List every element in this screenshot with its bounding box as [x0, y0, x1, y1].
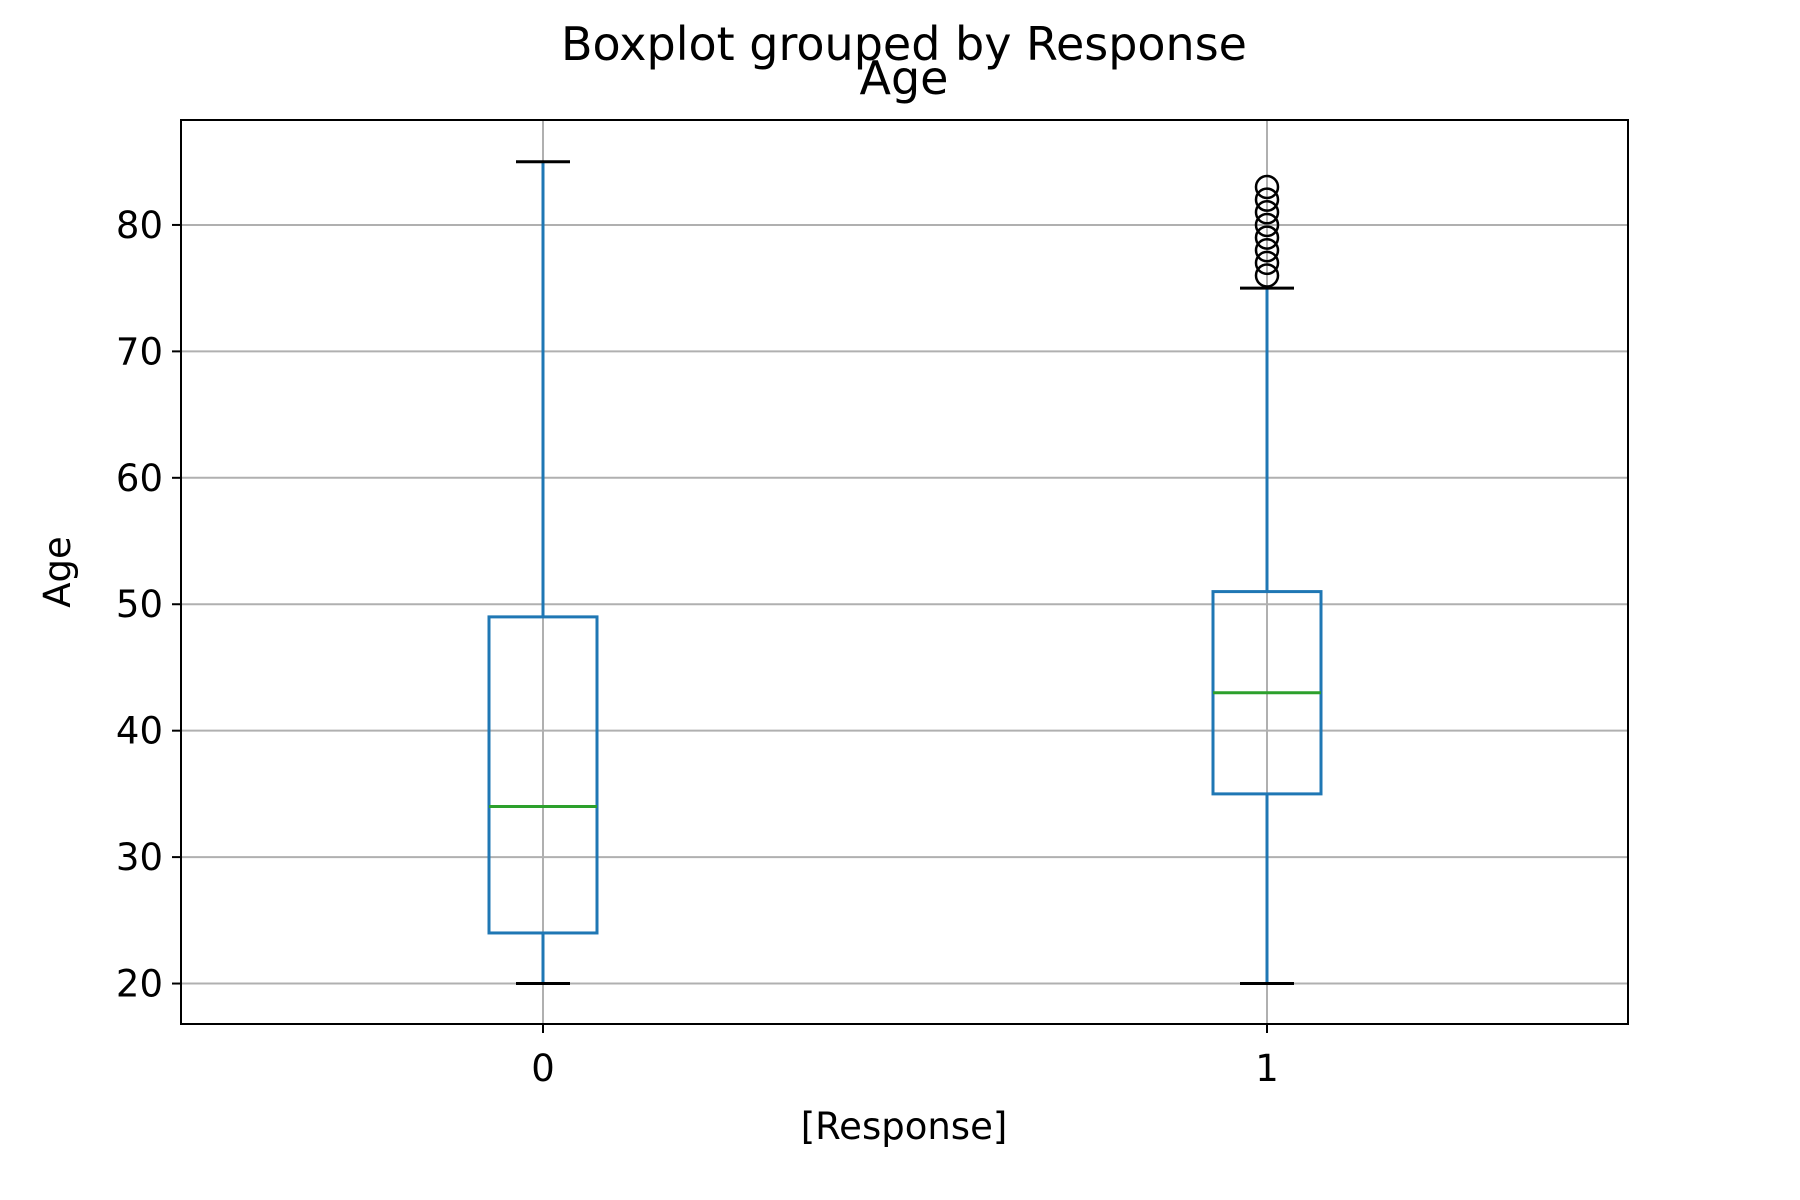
outlier-point — [1254, 212, 1280, 238]
outlier-point — [1254, 237, 1280, 263]
iqr-box — [487, 615, 599, 935]
outlier-point — [1254, 187, 1280, 212]
box-layer — [487, 160, 1323, 986]
outlier-point — [1254, 174, 1280, 200]
outlier-point — [1254, 263, 1280, 288]
plot-frame — [180, 119, 1629, 1025]
box-group-0 — [487, 160, 599, 986]
tick-layer: 20 30 40 50 60 70 80 0 1 — [116, 204, 1279, 1090]
y-tick-label: 50 — [116, 583, 163, 626]
y-tick-label: 30 — [116, 836, 163, 879]
x-axis-label: [Response] — [801, 1105, 1008, 1148]
x-tick-label: 1 — [1255, 1047, 1279, 1090]
chart-title: Age — [860, 51, 949, 105]
y-tick-label: 40 — [116, 710, 163, 753]
grid-layer — [181, 120, 1628, 1024]
chart-suptitle: Boxplot grouped by Response — [561, 17, 1247, 71]
y-tick-label: 60 — [116, 457, 163, 500]
y-tick-label: 20 — [116, 963, 163, 1006]
y-tick-label: 70 — [116, 330, 163, 373]
box-group-1 — [1211, 174, 1323, 986]
outlier-point — [1254, 225, 1280, 250]
outlier-point — [1254, 250, 1280, 276]
outlier-point — [1254, 200, 1280, 225]
x-tick-label: 0 — [531, 1047, 555, 1090]
y-axis-label: Age — [36, 536, 79, 608]
y-tick-label: 80 — [116, 204, 163, 247]
